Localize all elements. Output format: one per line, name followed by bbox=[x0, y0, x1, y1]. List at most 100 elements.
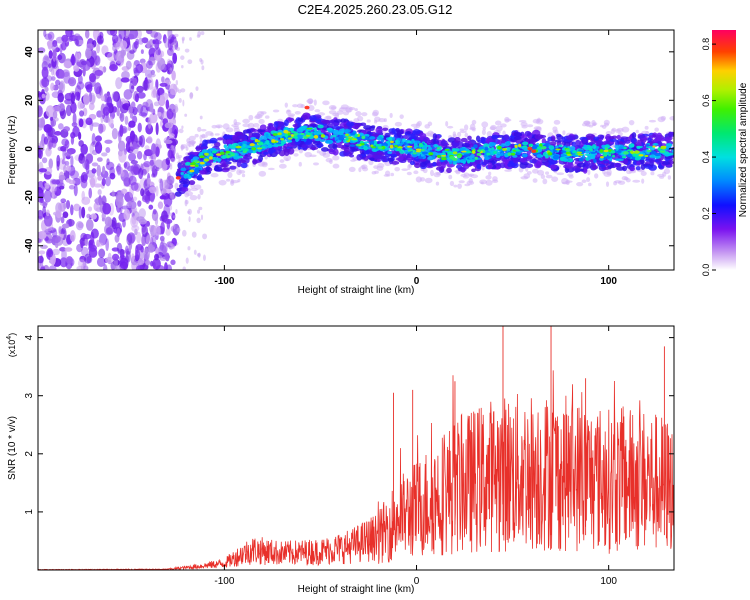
signal-band-blob bbox=[460, 169, 466, 173]
signal-band-blob bbox=[529, 138, 536, 146]
signal-core-blob bbox=[666, 143, 672, 147]
signal-halo bbox=[532, 118, 540, 124]
noise-blob bbox=[172, 245, 175, 249]
signal-hotspot bbox=[447, 151, 453, 155]
noise-blob bbox=[62, 211, 69, 219]
noise-blob bbox=[126, 233, 133, 246]
signal-band-blob bbox=[242, 129, 251, 134]
signal-band-blob bbox=[282, 145, 288, 152]
noise-blob bbox=[77, 100, 84, 110]
signal-hotspot bbox=[540, 147, 545, 150]
signal-halo bbox=[361, 112, 368, 117]
noise-blob bbox=[96, 242, 104, 247]
signal-band-blob bbox=[586, 135, 592, 139]
signal-band-blob bbox=[647, 137, 652, 143]
signal-halo bbox=[518, 119, 527, 123]
noise-blob bbox=[166, 264, 172, 270]
noise-blob bbox=[165, 157, 171, 166]
signal-hotspot bbox=[280, 138, 285, 141]
noise-blob bbox=[88, 187, 93, 199]
signal-core-blob bbox=[401, 138, 406, 143]
signal-peak bbox=[531, 149, 537, 154]
signal-halo bbox=[457, 183, 462, 189]
signal-halo bbox=[419, 177, 426, 182]
signal-band-blob bbox=[565, 135, 575, 141]
signal-halo bbox=[520, 176, 529, 180]
noise-blob bbox=[104, 216, 113, 227]
noise-blob bbox=[105, 256, 114, 264]
spectrogram-y-tick-label: 40 bbox=[24, 46, 35, 58]
signal-hotspot bbox=[194, 164, 199, 167]
noise-blob bbox=[78, 140, 84, 147]
signal-core-blob bbox=[616, 149, 622, 154]
signal-peak bbox=[175, 176, 181, 180]
signal-band-blob bbox=[655, 136, 662, 143]
signal-core-blob bbox=[317, 130, 321, 134]
signal-band-blob bbox=[667, 131, 674, 137]
noise-blob bbox=[42, 205, 47, 218]
signal-hotspot bbox=[623, 151, 629, 155]
signal-halo bbox=[427, 121, 433, 127]
signal-hotspot bbox=[230, 152, 235, 155]
signal-band-blob bbox=[615, 162, 622, 168]
noise-blob bbox=[128, 120, 136, 128]
noise-blob bbox=[138, 218, 147, 225]
signal-core-blob bbox=[629, 143, 635, 148]
signal-halo bbox=[324, 115, 332, 122]
signal-band-blob bbox=[426, 162, 433, 168]
noise-blob bbox=[141, 225, 148, 238]
signal-hotspot bbox=[293, 133, 298, 136]
spectrogram-x-label: Height of straight line (km) bbox=[298, 285, 415, 296]
signal-core-blob bbox=[491, 147, 495, 151]
signal-hotspot bbox=[412, 150, 416, 152]
signal-core-blob bbox=[289, 127, 295, 132]
signal-halo bbox=[177, 154, 183, 159]
signal-hotspot bbox=[528, 143, 534, 147]
noise-blob bbox=[56, 103, 66, 112]
signal-core-blob bbox=[650, 150, 657, 155]
signal-hotspot bbox=[507, 152, 512, 156]
signal-core-blob bbox=[273, 135, 279, 141]
signal-halo bbox=[453, 184, 458, 188]
noise-blob bbox=[49, 116, 54, 121]
signal-halo bbox=[238, 170, 246, 174]
signal-band-blob bbox=[188, 180, 196, 186]
noise-blob bbox=[158, 144, 162, 149]
signal-halo bbox=[485, 175, 492, 180]
noise-blob bbox=[137, 122, 142, 133]
noise-blob bbox=[64, 247, 73, 252]
noise-blob bbox=[129, 30, 139, 40]
noise-blob bbox=[176, 227, 181, 233]
signal-hotspot bbox=[621, 156, 627, 159]
noise-blob bbox=[41, 66, 49, 79]
signal-halo bbox=[635, 129, 639, 134]
signal-core-blob bbox=[433, 144, 439, 148]
noise-blob bbox=[175, 87, 179, 92]
signal-band-blob bbox=[477, 139, 484, 143]
noise-blob bbox=[104, 139, 113, 144]
noise-blob bbox=[60, 216, 65, 224]
signal-halo bbox=[468, 177, 473, 184]
signal-band-blob bbox=[460, 137, 468, 143]
noise-blob bbox=[44, 33, 53, 41]
signal-halo bbox=[189, 195, 198, 201]
noise-blob bbox=[141, 37, 149, 44]
noise-blob bbox=[118, 30, 127, 40]
signal-band-blob bbox=[446, 167, 452, 174]
snr-marks bbox=[38, 326, 674, 570]
signal-band-blob bbox=[549, 164, 557, 170]
signal-band-blob bbox=[503, 156, 510, 160]
signal-hotspot bbox=[652, 145, 656, 148]
colorbar-tick-label: 0.4 bbox=[701, 151, 711, 164]
noise-blob bbox=[145, 124, 154, 135]
noise-blob bbox=[159, 195, 167, 200]
signal-hotspot bbox=[407, 149, 413, 152]
signal-band-blob bbox=[631, 132, 637, 139]
noise-blob bbox=[144, 77, 148, 84]
noise-blob bbox=[117, 249, 126, 255]
signal-halo bbox=[316, 150, 320, 154]
snr-x-tick-label: 0 bbox=[414, 576, 420, 587]
noise-blob bbox=[76, 265, 86, 270]
noise-blob bbox=[51, 186, 55, 199]
noise-blob bbox=[146, 60, 153, 69]
